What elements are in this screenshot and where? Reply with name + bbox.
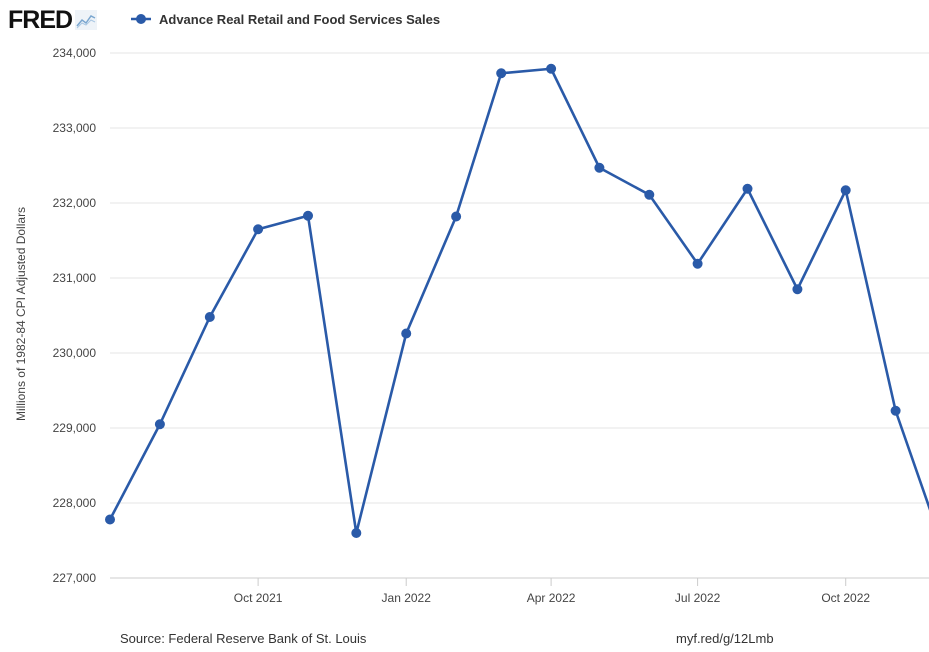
y-tick-label: 234,000 xyxy=(53,46,97,60)
data-point xyxy=(546,63,557,74)
data-point xyxy=(351,528,362,538)
grid-lines xyxy=(110,52,929,579)
y-tick-label: 227,000 xyxy=(53,571,97,585)
legend-marker-icon xyxy=(131,14,151,24)
data-point xyxy=(303,210,314,221)
data-point xyxy=(496,68,507,79)
y-tick-label: 230,000 xyxy=(53,346,97,360)
data-point xyxy=(105,514,115,525)
data-point xyxy=(792,284,803,295)
legend-item[interactable]: Advance Real Retail and Food Services Sa… xyxy=(131,8,440,30)
x-tick-label: Oct 2022 xyxy=(821,591,870,605)
y-tick-label: 233,000 xyxy=(53,121,97,135)
data-point xyxy=(840,185,851,196)
short-link[interactable]: myf.red/g/12Lmb xyxy=(676,631,774,646)
data-point xyxy=(451,211,462,222)
data-point xyxy=(204,312,215,322)
data-point xyxy=(594,162,605,173)
x-tick-label: Apr 2022 xyxy=(527,591,576,605)
data-point xyxy=(890,405,901,416)
y-tick-label: 231,000 xyxy=(53,271,97,285)
data-point xyxy=(742,183,753,194)
fred-header: FRED xyxy=(8,5,98,34)
y-tick-label: 229,000 xyxy=(53,421,97,435)
data-point xyxy=(253,224,264,235)
y-tick-label: 228,000 xyxy=(53,496,97,510)
y-axis-title: Millions of 1982-84 CPI Adjusted Dollars xyxy=(14,207,28,421)
x-tick-label: Jan 2022 xyxy=(382,591,432,605)
series-line xyxy=(108,67,929,535)
y-axis: 227,000 228,000 229,000 230,000 231,000 232,0… xyxy=(53,46,97,585)
source-credit: Source: Federal Reserve Bank of St. Loui… xyxy=(120,631,367,646)
line-chart-icon xyxy=(75,10,98,30)
series-clip-group xyxy=(105,63,929,538)
data-point xyxy=(154,419,165,430)
x-axis: Oct 2021 Jan 2022 Apr 2022 Jul 2022 Oct 2022 xyxy=(110,577,929,605)
legend-label: Advance Real Retail and Food Services Sa… xyxy=(159,11,441,27)
data-point xyxy=(644,189,655,200)
fred-logo[interactable]: FRED xyxy=(8,5,73,34)
x-tick-label: Jul 2022 xyxy=(675,591,721,605)
x-tick-label: Oct 2021 xyxy=(234,591,283,605)
data-point xyxy=(401,328,412,339)
data-point xyxy=(692,258,703,269)
series-advance-real-retail xyxy=(105,63,929,538)
y-tick-label: 232,000 xyxy=(53,196,97,210)
